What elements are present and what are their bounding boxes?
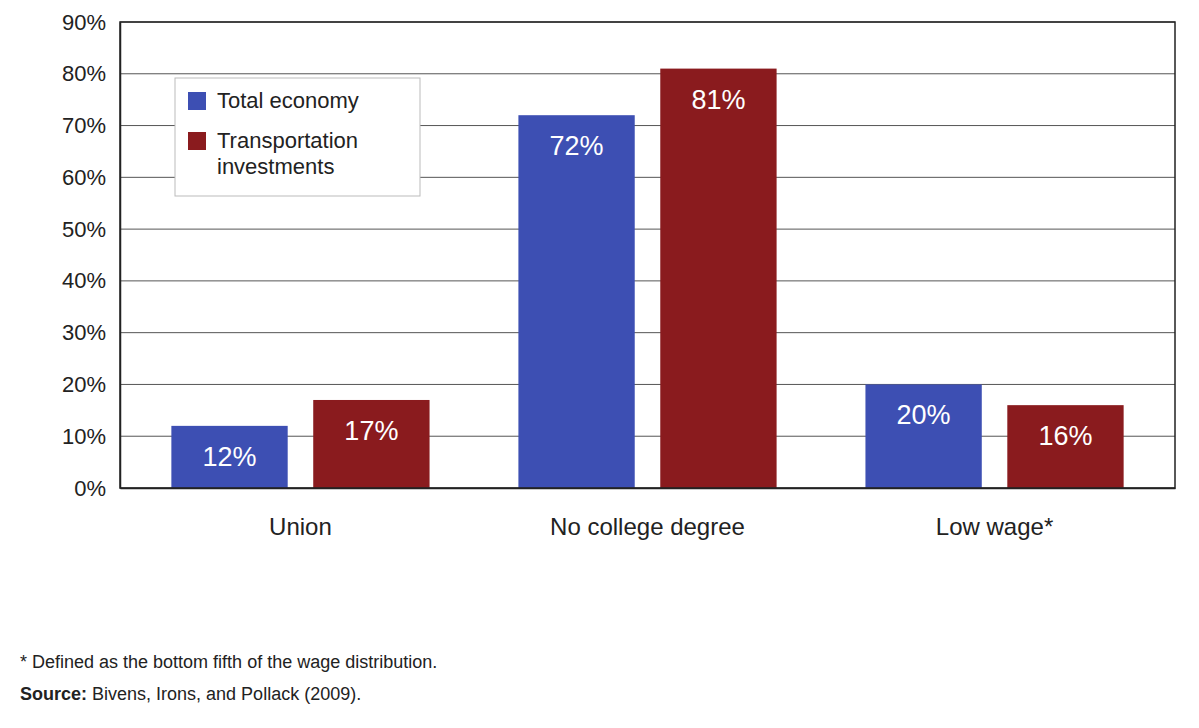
x-tick-label: No college degree	[550, 513, 745, 540]
legend-label: Total economy	[217, 88, 359, 113]
grid-line	[120, 280, 1175, 281]
bar	[518, 115, 634, 488]
y-axis-line	[120, 23, 122, 489]
data-label: 17%	[344, 416, 398, 446]
y-tick-label: 40%	[62, 268, 106, 293]
data-label: 20%	[897, 400, 951, 430]
legend-box	[175, 78, 420, 196]
data-label: 16%	[1038, 421, 1092, 451]
legend-swatch	[188, 132, 206, 150]
grid-line	[120, 73, 1175, 74]
legend-label: Transportation investments	[217, 128, 364, 179]
x-tick: Low wage*	[936, 488, 1053, 540]
legend: Total economy Transportation investments	[175, 78, 420, 196]
y-tick-label: 10%	[62, 424, 106, 449]
grid-line	[120, 384, 1175, 385]
y-tick: 0%	[74, 476, 120, 501]
bar	[171, 426, 287, 488]
x-tick: No college degree	[550, 488, 745, 540]
bar	[660, 69, 776, 488]
y-tick-label: 50%	[62, 217, 106, 242]
data-labels: 12% 72% 20% 17% 81% 16%	[203, 85, 1093, 472]
y-tick: 80%	[62, 61, 120, 86]
x-tick-label: Low wage*	[936, 513, 1053, 540]
bar	[865, 384, 981, 488]
y-tick: 50%	[62, 217, 120, 242]
x-tick-label: Union	[269, 513, 332, 540]
y-tick: 60%	[62, 165, 120, 190]
x-axis-line	[121, 488, 1176, 490]
grid-line	[120, 229, 1175, 230]
y-tick-label: 90%	[62, 10, 106, 35]
grid-line	[120, 332, 1175, 333]
data-label: 12%	[203, 442, 257, 472]
y-tick: 20%	[62, 372, 120, 397]
y-tick-label: 0%	[74, 476, 106, 501]
legend-swatch	[188, 92, 206, 110]
y-axis: 0% 10% 20% 30% 40% 50% 60% 70% 80% 90%	[62, 10, 121, 501]
y-tick: 30%	[62, 320, 120, 345]
plot-frame	[120, 22, 1175, 488]
y-tick-label: 60%	[62, 165, 106, 190]
data-label: 72%	[550, 131, 604, 161]
bars	[171, 69, 1123, 488]
annotation: Source: Bivens, Irons, and Pollack (2009…	[20, 684, 361, 704]
y-tick: 90%	[62, 10, 120, 35]
bar	[313, 400, 429, 488]
y-tick: 70%	[62, 113, 120, 138]
y-tick-label: 70%	[62, 113, 106, 138]
x-axis: Union No college degree Low wage*	[121, 488, 1176, 540]
data-label: 81%	[691, 85, 745, 115]
plot: 0% 10% 20% 30% 40% 50% 60% 70% 80% 90% Union No col…	[62, 10, 1176, 541]
y-tick: 10%	[62, 424, 120, 449]
grid	[120, 22, 1175, 488]
y-tick: 40%	[62, 268, 120, 293]
annotations: * Defined as the bottom fifth of the wag…	[20, 652, 437, 704]
x-tick: Union	[269, 488, 332, 540]
y-tick-label: 30%	[62, 320, 106, 345]
annotation: * Defined as the bottom fifth of the wag…	[20, 652, 437, 672]
bar	[1007, 405, 1123, 488]
y-tick-label: 20%	[62, 372, 106, 397]
chart: 0% 10% 20% 30% 40% 50% 60% 70% 80% 90% Union No col…	[0, 0, 1199, 728]
y-tick-label: 80%	[62, 61, 106, 86]
